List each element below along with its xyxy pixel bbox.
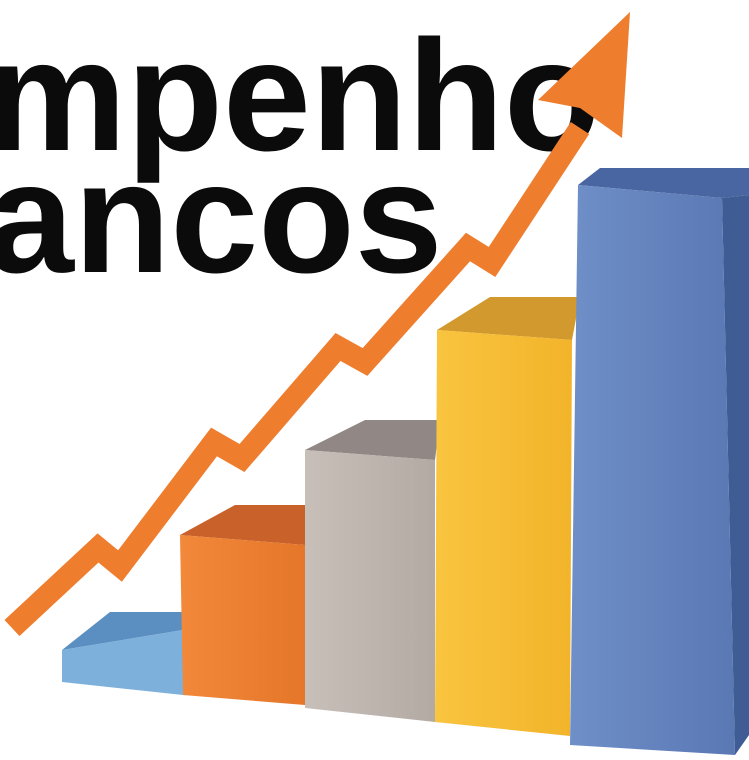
bar-top xyxy=(305,420,440,460)
bar-front xyxy=(180,535,305,705)
bar-front xyxy=(305,450,435,722)
bar-front xyxy=(435,330,572,736)
bar-top xyxy=(62,612,190,650)
bar-top xyxy=(578,168,749,198)
bar-side xyxy=(722,195,749,755)
trend-arrow xyxy=(4,12,630,637)
bar-chart-clipart xyxy=(62,168,749,755)
bar-front xyxy=(570,185,735,755)
arrow-head xyxy=(538,12,630,138)
bar-front xyxy=(62,630,183,695)
arrow-line xyxy=(4,121,590,637)
bar-top xyxy=(180,505,310,545)
title-line-2: ancos xyxy=(0,130,443,306)
bar-top xyxy=(437,297,580,340)
title-line-1: mpenho xyxy=(0,8,600,184)
